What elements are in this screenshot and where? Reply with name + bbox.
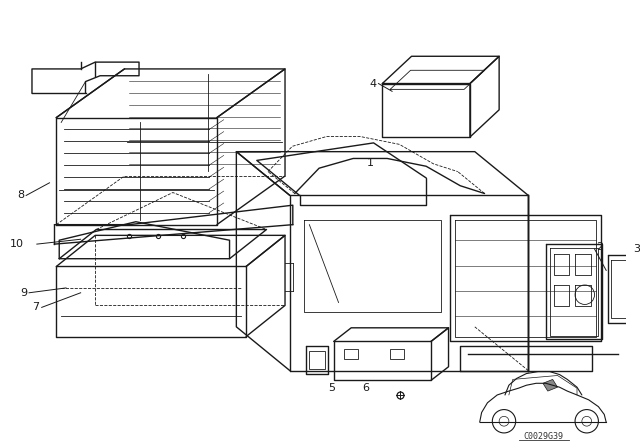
Text: 3: 3	[634, 244, 640, 254]
Bar	[344, 349, 358, 359]
Text: 8: 8	[17, 190, 24, 200]
Text: 10: 10	[10, 239, 24, 249]
Text: 6: 6	[362, 383, 369, 393]
Text: 5: 5	[328, 383, 335, 393]
Text: 7: 7	[31, 302, 39, 312]
Text: 4: 4	[369, 78, 376, 89]
Text: 1: 1	[367, 158, 374, 168]
Polygon shape	[543, 379, 557, 391]
Bar	[309, 351, 325, 369]
Bar	[390, 349, 404, 359]
Text: C0029G39: C0029G39	[523, 432, 563, 441]
Text: 9: 9	[20, 288, 27, 298]
Text: 2: 2	[596, 242, 604, 252]
